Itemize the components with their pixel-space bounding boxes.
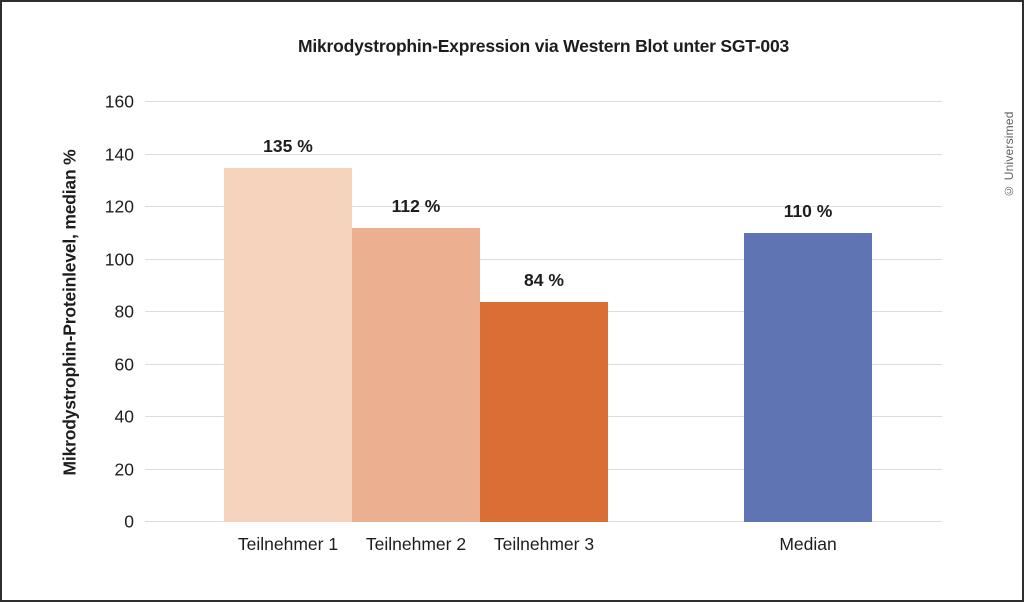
- y-axis-ticks: 0 20 40 60 80 100 120 140 160: [2, 92, 134, 532]
- xtick-label-median: Median: [779, 534, 837, 554]
- bar-teilnehmer-1: [223, 167, 352, 522]
- ytick-label-100: 100: [104, 249, 134, 269]
- copyright-credit: © Universimed: [1002, 111, 1016, 198]
- bar-teilnehmer-3: [479, 301, 608, 522]
- value-label-teilnehmer-1: 135 %: [263, 135, 313, 156]
- ytick-label-80: 80: [114, 301, 134, 322]
- value-label-teilnehmer-2: 112 %: [391, 196, 441, 216]
- gridline-160: [145, 101, 942, 102]
- ytick-label-0: 0: [124, 511, 134, 532]
- ytick-label-40: 40: [114, 406, 134, 427]
- x-axis-labels: Teilnehmer 1 Teilnehmer 2 Teilnehmer 3 Medi…: [145, 534, 942, 558]
- value-label-median: 110 %: [783, 201, 833, 222]
- bar-teilnehmer-2: [351, 228, 480, 522]
- xtick-label-teilnehmer-3: Teilnehmer 3: [493, 534, 595, 554]
- plot-area: 135 % 112 % 84 % 110 %: [145, 101, 942, 522]
- gridline-100: [145, 258, 942, 260]
- xtick-label-teilnehmer-1: Teilnehmer 1: [237, 534, 339, 554]
- bar-median: [744, 233, 872, 522]
- value-label-teilnehmer-3: 84 %: [524, 269, 564, 290]
- ytick-label-20: 20: [114, 459, 134, 479]
- gridline-140: [145, 153, 942, 155]
- ytick-label-60: 60: [114, 354, 134, 374]
- ytick-label-160: 160: [104, 91, 134, 112]
- ytick-label-120: 120: [104, 196, 134, 217]
- chart-title: Mikrodystrophin-Expression via Western B…: [297, 36, 790, 56]
- ytick-label-140: 140: [104, 144, 134, 164]
- gridline-120: [145, 206, 942, 207]
- xtick-label-teilnehmer-2: Teilnehmer 2: [365, 534, 467, 554]
